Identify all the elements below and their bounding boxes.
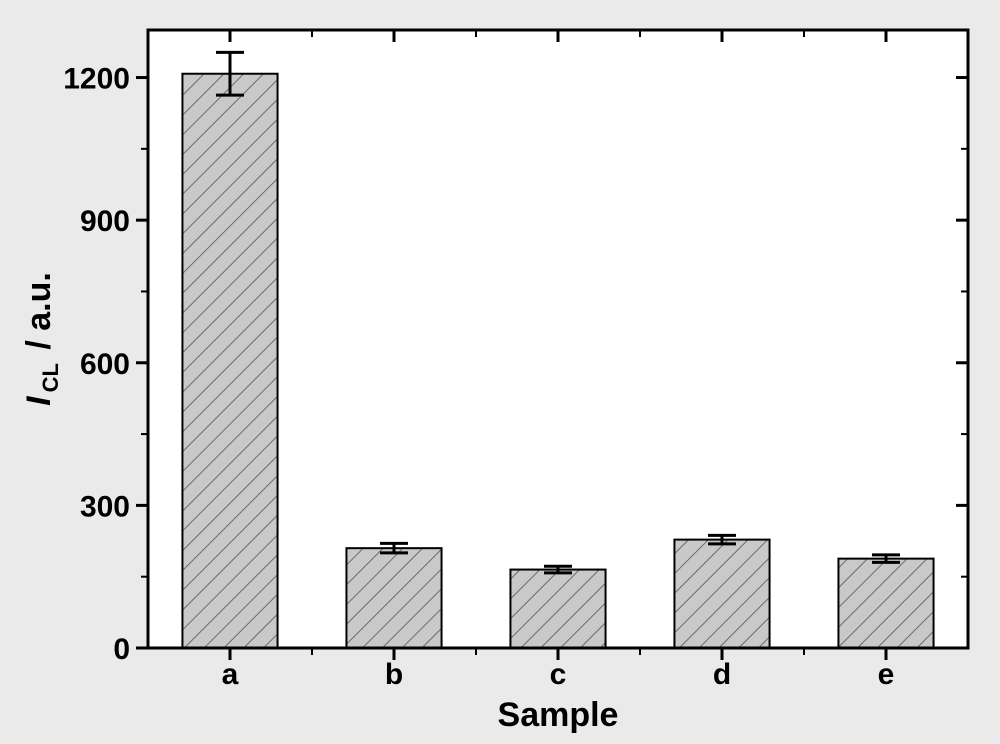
y-tick-label: 1200 bbox=[63, 63, 130, 96]
x-tick-label: b bbox=[385, 658, 403, 691]
bar-a bbox=[182, 52, 277, 648]
x-tick-label: e bbox=[878, 658, 895, 691]
y-tick-label: 300 bbox=[80, 490, 130, 523]
chart-root: 03006009001200abcdeSampleICL / a.u. bbox=[0, 0, 1000, 744]
bar-c bbox=[510, 566, 605, 648]
x-axis-label: Sample bbox=[498, 696, 619, 734]
x-tick-label: d bbox=[713, 658, 731, 691]
x-tick-label: c bbox=[550, 658, 567, 691]
bar-d bbox=[674, 535, 769, 648]
y-tick-label: 0 bbox=[113, 633, 130, 666]
x-tick-label: a bbox=[222, 658, 239, 691]
bar-b bbox=[346, 543, 441, 648]
bar-e bbox=[838, 555, 933, 648]
y-tick-label: 600 bbox=[80, 348, 130, 381]
y-tick-label: 900 bbox=[80, 205, 130, 238]
